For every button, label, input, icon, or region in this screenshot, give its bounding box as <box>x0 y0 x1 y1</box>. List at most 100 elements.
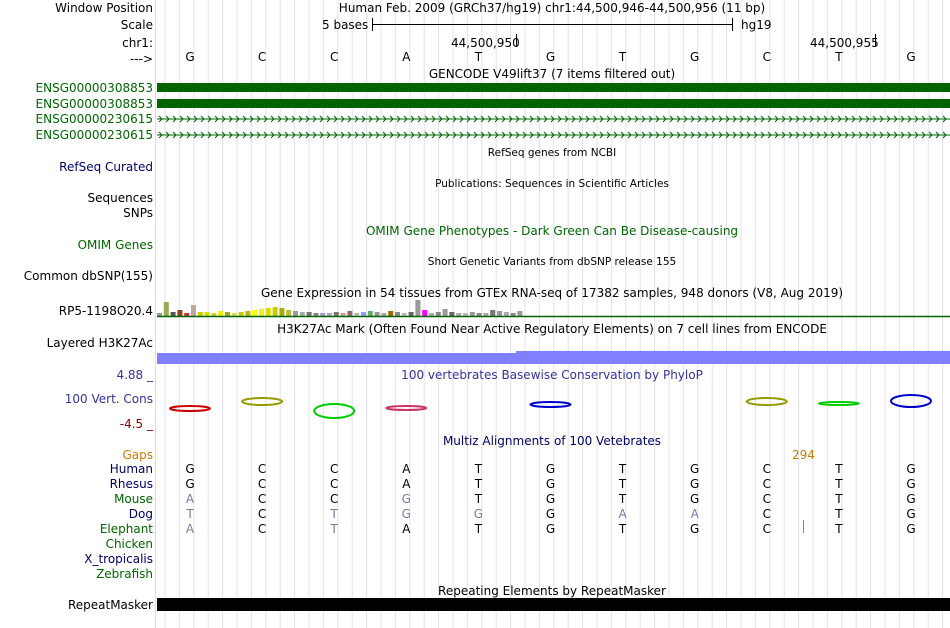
gtex-tissue-bar[interactable] <box>497 311 502 316</box>
alignment-base: G <box>545 477 556 491</box>
species-label[interactable]: Chicken <box>105 537 153 551</box>
strand-chevron <box>382 115 387 123</box>
sequences-label[interactable]: Sequences <box>87 191 153 205</box>
gtex-tissue-bar[interactable] <box>184 313 190 316</box>
species-label[interactable]: Rhesus <box>109 477 153 491</box>
gtex-tissue-bar[interactable] <box>170 312 176 316</box>
alignment-base: T <box>618 462 627 476</box>
h3k27ac-signal-right[interactable] <box>516 351 950 364</box>
strand-chevron <box>438 115 443 123</box>
gtex-tissue-bar[interactable] <box>265 308 271 316</box>
repeatmasker-bar[interactable] <box>157 598 950 611</box>
gtex-tissue-bar[interactable] <box>340 313 346 316</box>
omim-label[interactable]: OMIM Genes <box>77 238 153 252</box>
conservation-logo[interactable] <box>157 386 950 426</box>
gtex-tissue-bar[interactable] <box>388 311 394 316</box>
gtex-tissue-bar[interactable] <box>333 312 339 316</box>
species-label[interactable]: Dog <box>128 507 153 521</box>
gtex-tissue-bar[interactable] <box>456 313 462 316</box>
gencode-item-label[interactable]: ENSG00000308853 <box>35 81 153 95</box>
gtex-tissue-bar[interactable] <box>299 312 305 316</box>
strand-chevron <box>284 131 289 139</box>
gtex-gene-label[interactable]: RP5-1198O20.4 <box>58 304 153 318</box>
gtex-tissue-bar[interactable] <box>490 310 496 316</box>
gtex-tissue-bar[interactable] <box>272 307 278 316</box>
strand-chevron <box>480 115 485 123</box>
h3k27ac-signal-left[interactable] <box>157 353 517 364</box>
gtex-tissue-bar[interactable] <box>211 313 217 316</box>
gtex-tissue-bar[interactable] <box>483 313 489 316</box>
strand-chevron <box>333 115 338 123</box>
species-label[interactable]: X_tropicalis <box>84 552 153 566</box>
species-label[interactable]: Mouse <box>114 492 153 506</box>
gtex-tissue-bar[interactable] <box>218 311 224 316</box>
gtex-tissue-bar[interactable] <box>320 313 326 316</box>
alignment-base: T <box>835 522 843 536</box>
dbsnp-label[interactable]: Common dbSNP(155) <box>23 269 153 283</box>
gencode-title[interactable]: GENCODE V49lift37 (7 items filtered out) <box>428 67 676 81</box>
gtex-tissue-bar[interactable] <box>374 312 380 316</box>
gtex-tissue-bar[interactable] <box>245 311 251 316</box>
h3k27ac-label[interactable]: Layered H3K27Ac <box>46 336 153 350</box>
gencode-item-label[interactable]: ENSG00000308853 <box>35 97 153 111</box>
gtex-tissue-bar[interactable] <box>204 312 210 316</box>
strand-chevron <box>158 115 163 123</box>
gtex-tissue-bar[interactable] <box>293 311 298 316</box>
gtex-tissue-bar[interactable] <box>231 313 237 316</box>
gencode-exon-bar[interactable] <box>157 83 950 92</box>
gtex-tissue-bar[interactable] <box>408 312 414 316</box>
gencode-exon-bar[interactable] <box>157 99 950 108</box>
gtex-tissue-bar[interactable] <box>503 312 509 316</box>
strand-chevron <box>466 131 471 139</box>
gtex-tissue-bar[interactable] <box>381 313 387 316</box>
gtex-tissue-bar[interactable] <box>361 312 366 316</box>
gtex-tissue-bar[interactable] <box>354 313 360 316</box>
gtex-tissue-bar[interactable] <box>401 313 407 316</box>
gtex-tissue-bar[interactable] <box>422 310 428 316</box>
gtex-tissue-bar[interactable] <box>517 311 523 316</box>
gencode-item-label[interactable]: ENSG00000230615 <box>35 112 153 126</box>
gtex-tissue-bar[interactable] <box>177 310 183 316</box>
gtex-tissue-bar[interactable] <box>279 308 285 316</box>
strand-chevron <box>172 115 177 123</box>
strand-chevron <box>340 115 345 123</box>
gtex-tissue-bar[interactable] <box>415 300 421 316</box>
gtex-tissue-bar[interactable] <box>313 313 319 316</box>
gtex-tissue-bar[interactable] <box>259 309 264 316</box>
species-label[interactable]: Elephant <box>99 522 153 536</box>
gtex-bars[interactable] <box>157 298 950 318</box>
gtex-tissue-bar[interactable] <box>463 313 468 316</box>
gtex-tissue-bar[interactable] <box>327 313 332 316</box>
species-label[interactable]: Human <box>109 462 153 476</box>
gtex-tissue-bar[interactable] <box>429 313 434 316</box>
repeatmasker-label[interactable]: RepeatMasker <box>67 598 153 612</box>
gtex-tissue-bar[interactable] <box>442 309 448 316</box>
species-label[interactable]: Zebrafish <box>96 567 153 581</box>
gtex-tissue-bar[interactable] <box>191 305 196 316</box>
gencode-intron-line[interactable] <box>157 113 950 125</box>
gtex-tissue-bar[interactable] <box>469 312 475 316</box>
gencode-intron-line[interactable] <box>157 129 950 141</box>
gtex-tissue-bar[interactable] <box>225 312 230 316</box>
gtex-tissue-bar[interactable] <box>347 311 353 316</box>
gtex-tissue-bar[interactable] <box>163 302 169 316</box>
cons-label[interactable]: 100 Vert. Cons <box>64 392 153 406</box>
gtex-tissue-bar[interactable] <box>286 310 292 316</box>
snps-label[interactable]: SNPs <box>123 206 153 220</box>
gtex-tissue-bar[interactable] <box>449 312 455 316</box>
gencode-item-label[interactable]: ENSG00000230615 <box>35 128 153 142</box>
gtex-tissue-bar[interactable] <box>476 313 482 316</box>
gtex-tissue-bar[interactable] <box>252 310 258 316</box>
gtex-tissue-bar[interactable] <box>435 312 441 316</box>
alignment-base: T <box>835 462 843 476</box>
gtex-tissue-bar[interactable] <box>510 313 516 316</box>
gtex-tissue-bar[interactable] <box>197 312 203 316</box>
gtex-tissue-bar[interactable] <box>157 313 162 316</box>
refseq-label[interactable]: RefSeq Curated <box>59 160 153 174</box>
gtex-tissue-bar[interactable] <box>306 312 312 316</box>
gaps-label[interactable]: Gaps <box>122 448 153 462</box>
gtex-tissue-bar[interactable] <box>238 312 244 316</box>
gtex-tissue-bar[interactable] <box>395 312 400 316</box>
gtex-tissue-bar[interactable] <box>367 311 373 316</box>
